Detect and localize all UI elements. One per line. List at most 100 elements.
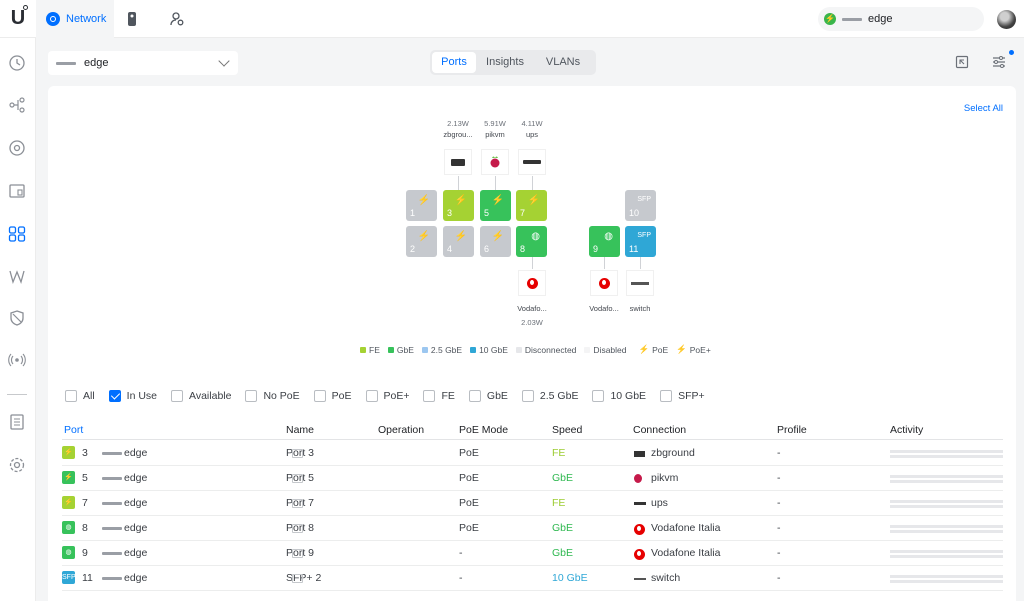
logs-icon[interactable]: [8, 413, 26, 431]
device-search[interactable]: ⚡ edge: [818, 7, 984, 31]
filter-10gbe[interactable]: 10 GbE: [589, 385, 649, 406]
filter-sliders-icon[interactable]: [992, 55, 1006, 69]
dashboard-icon[interactable]: [8, 54, 26, 72]
port-number: 11: [629, 244, 639, 254]
user-settings-icon[interactable]: [170, 11, 184, 27]
port-7[interactable]: ⚡ 7: [516, 190, 547, 221]
column-operation[interactable]: Operation: [378, 424, 425, 436]
filter-poe[interactable]: PoE: [311, 385, 355, 406]
checkbox[interactable]: [468, 389, 481, 402]
device-thumb-icon: [102, 577, 122, 580]
export-icon[interactable]: [955, 55, 969, 69]
filter-2-5gbe[interactable]: 2.5 GbE: [519, 385, 582, 406]
vodafone-router-icon[interactable]: [518, 270, 546, 296]
column-profile[interactable]: Profile: [777, 424, 807, 436]
filter-all[interactable]: All: [62, 385, 98, 406]
port-9[interactable]: ◍ 9: [589, 226, 620, 257]
shield-icon[interactable]: [8, 309, 26, 327]
checkbox[interactable]: [65, 389, 77, 402]
legend-fe: FE: [360, 345, 380, 355]
activity-bar: [890, 573, 1003, 583]
select-all-link[interactable]: Select All: [963, 103, 1003, 114]
device-thumb-icon: [102, 552, 122, 555]
devices-icon[interactable]: [8, 182, 26, 200]
port-4[interactable]: ⚡ 4: [443, 226, 474, 257]
checkbox[interactable]: [313, 389, 326, 402]
filter-fe[interactable]: FE: [420, 385, 457, 406]
globe-icon: ◍: [531, 231, 540, 242]
poe-icon: ⚡: [62, 446, 75, 459]
filter-poe-plus[interactable]: PoE+: [363, 385, 413, 406]
avatar[interactable]: [997, 10, 1016, 29]
filter-gbe[interactable]: GbE: [466, 385, 511, 406]
clients-icon[interactable]: [8, 225, 26, 243]
monitor-icon: [292, 574, 303, 583]
checkbox[interactable]: [365, 389, 378, 402]
port-11[interactable]: SFP 11: [625, 226, 656, 257]
checkbox[interactable]: [660, 389, 673, 402]
switch-device-icon[interactable]: [626, 270, 654, 296]
app-tab-network[interactable]: Network: [36, 0, 114, 38]
connector-line: [604, 257, 605, 269]
table-row[interactable]: ◍ 9 edge Port 9 - GbE Vodafone Italia -: [62, 541, 1003, 566]
device-power: 4.11W: [521, 119, 543, 128]
table-row[interactable]: ⚡ 7 edge Port 7 PoE FE ups -: [62, 491, 1003, 516]
tab-ports[interactable]: Ports: [432, 52, 476, 73]
checkbox[interactable]: [423, 389, 436, 402]
filter-in-use[interactable]: In Use: [106, 385, 160, 406]
raspberry-pi-icon[interactable]: [481, 149, 509, 175]
port-8[interactable]: ◍ 8: [516, 226, 547, 257]
statistics-icon[interactable]: [8, 267, 26, 285]
column-name[interactable]: Name: [286, 424, 315, 436]
monitor-icon: [292, 549, 303, 558]
port-2[interactable]: ⚡ 2: [406, 226, 437, 257]
port-1[interactable]: ⚡ 1: [406, 190, 437, 221]
table-row[interactable]: ⚡ 3 edge Port 3 PoE FE zbground -: [62, 441, 1003, 466]
filter-sfp-plus[interactable]: SFP+: [657, 385, 708, 406]
bottom-device-switch: switch: [618, 304, 662, 313]
activity-bar: [890, 473, 1003, 483]
top-device-zbground: 2.13W zbgrou...: [438, 119, 478, 139]
ups-device-icon[interactable]: [518, 149, 546, 175]
poe-icon: ⚡: [491, 231, 504, 242]
port-10[interactable]: SFP 10: [625, 190, 656, 221]
filter-no-poe[interactable]: No PoE: [242, 385, 302, 406]
activity-bar: [890, 548, 1003, 558]
device-selector-label: edge: [84, 57, 109, 69]
protect-app-icon[interactable]: [125, 11, 139, 27]
port-5[interactable]: ⚡ 5: [480, 190, 511, 221]
settings-gear-icon[interactable]: [8, 456, 26, 474]
device-thumb-icon: [102, 502, 122, 505]
sfp-label: SFP: [637, 196, 651, 203]
column-connection[interactable]: Connection: [633, 424, 687, 436]
target-icon[interactable]: [8, 139, 26, 157]
vodafone-router-icon[interactable]: [590, 270, 618, 296]
ubiquiti-logo-icon[interactable]: U: [10, 7, 26, 29]
tab-insights[interactable]: Insights: [486, 56, 524, 68]
port-number: 10: [629, 208, 640, 218]
checkbox[interactable]: [171, 389, 184, 402]
poe-plus-icon: ⚡: [417, 231, 430, 242]
table-row[interactable]: ◍ 8 edge Port 8 PoE GbE Vodafone Italia …: [62, 516, 1003, 541]
topology-icon[interactable]: [8, 96, 26, 114]
port-number: 8: [520, 244, 526, 254]
checkbox[interactable]: [592, 389, 605, 402]
legend-disabled: Disabled: [584, 345, 627, 355]
column-speed[interactable]: Speed: [552, 424, 583, 436]
table-row[interactable]: ⚡ 5 edge Port 5 PoE GbE pikvm -: [62, 466, 1003, 491]
table-row[interactable]: SFP 11 edge SFP+ 2 - 10 GbE switch -: [62, 566, 1003, 591]
port-3[interactable]: ⚡ 3: [443, 190, 474, 221]
zbground-device-icon[interactable]: [444, 149, 472, 175]
device-selector[interactable]: edge: [48, 51, 238, 75]
radio-icon[interactable]: [8, 351, 26, 369]
port-6[interactable]: ⚡ 6: [480, 226, 511, 257]
column-poe-mode[interactable]: PoE Mode: [459, 424, 509, 436]
tab-vlans[interactable]: VLANs: [545, 56, 581, 68]
checkbox[interactable]: [245, 389, 258, 402]
device-thumb-icon: [102, 527, 122, 530]
filter-available[interactable]: Available: [168, 385, 234, 406]
checkbox[interactable]: [521, 389, 534, 402]
column-activity[interactable]: Activity: [890, 424, 924, 436]
column-port[interactable]: Port: [64, 424, 84, 436]
checkbox-checked[interactable]: [108, 389, 121, 402]
